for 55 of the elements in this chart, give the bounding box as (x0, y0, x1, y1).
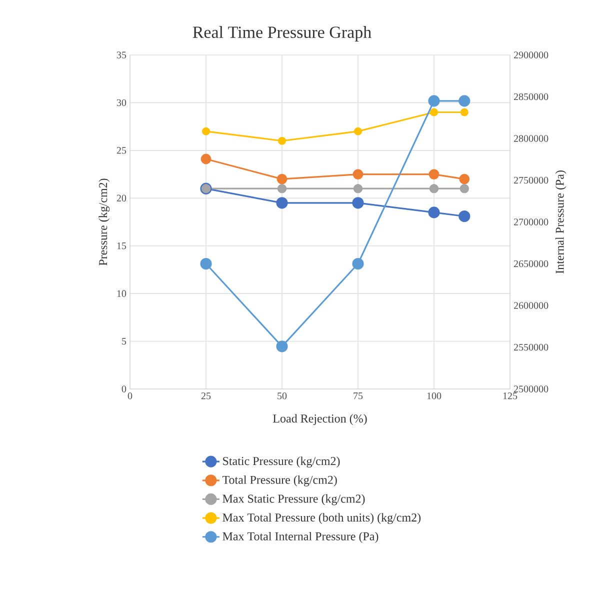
y-tick-label: 15 (117, 242, 126, 250)
y-tick-label: 30 (116, 99, 126, 106)
point (459, 174, 470, 184)
y-tick-label: 25 (116, 147, 126, 154)
y2-tick-label: 2600000 (514, 302, 548, 309)
point (429, 184, 439, 194)
point (430, 108, 438, 116)
y2-tick-label: 2650000 (514, 260, 548, 268)
x-tick-label: 50 (278, 392, 287, 400)
y2-tick-label: 2700000 (514, 218, 548, 226)
x-tick-label: 75 (354, 392, 363, 400)
legend-label: Total Pressure (kg/cm2) (222, 475, 337, 486)
point (352, 258, 364, 270)
y2-tick-label: 2750000 (514, 176, 548, 184)
point (354, 127, 362, 136)
x-tick-label: 125 (503, 392, 518, 400)
point (353, 184, 363, 194)
y-tick-label: 10 (117, 290, 126, 297)
point (352, 197, 364, 209)
y2-tick-label: 2500000 (514, 386, 548, 392)
chart-title: Real Time Pressure Graph (192, 26, 372, 42)
point (428, 206, 440, 218)
point (200, 258, 212, 270)
point (200, 154, 212, 164)
point (460, 184, 469, 194)
y2-axis-title: Internal Pressure (Pa) (555, 170, 566, 274)
y2-tick-label: 2800000 (514, 135, 548, 142)
x-tick-label: 100 (427, 392, 442, 400)
y-axis-title: Pressure (kg/cm2) (98, 178, 110, 266)
x-tick-label: 25 (201, 392, 211, 400)
y-tick-label: 0 (122, 386, 126, 392)
y2-tick-label: 2900000 (514, 52, 548, 58)
y-tick-label: 5 (122, 338, 126, 345)
x-axis-title: Load Rejection (%) (273, 414, 367, 426)
legend-label: Max Static Pressure (kg/cm2) (222, 494, 365, 506)
y-tick-label: 20 (116, 194, 126, 202)
point (277, 184, 287, 194)
point (276, 340, 288, 352)
point (352, 169, 364, 180)
point (428, 95, 440, 107)
y-tick-label: 35 (116, 52, 126, 58)
x-tick-label: 0 (128, 392, 132, 400)
point (278, 136, 286, 145)
point (428, 169, 440, 180)
legend-label: Max Total Pressure (both units) (kg/cm2) (222, 513, 421, 524)
point (458, 95, 470, 107)
point (276, 174, 288, 184)
y2-tick-label: 2850000 (514, 93, 548, 100)
y2-tick-label: 2550000 (514, 344, 548, 351)
legend-label: Max Total Internal Pressure (Pa) (222, 532, 378, 543)
point (276, 197, 288, 209)
legend-label: Static Pressure (kg/cm2) (223, 456, 340, 468)
point (460, 108, 468, 116)
point (458, 210, 470, 222)
point (202, 127, 210, 136)
